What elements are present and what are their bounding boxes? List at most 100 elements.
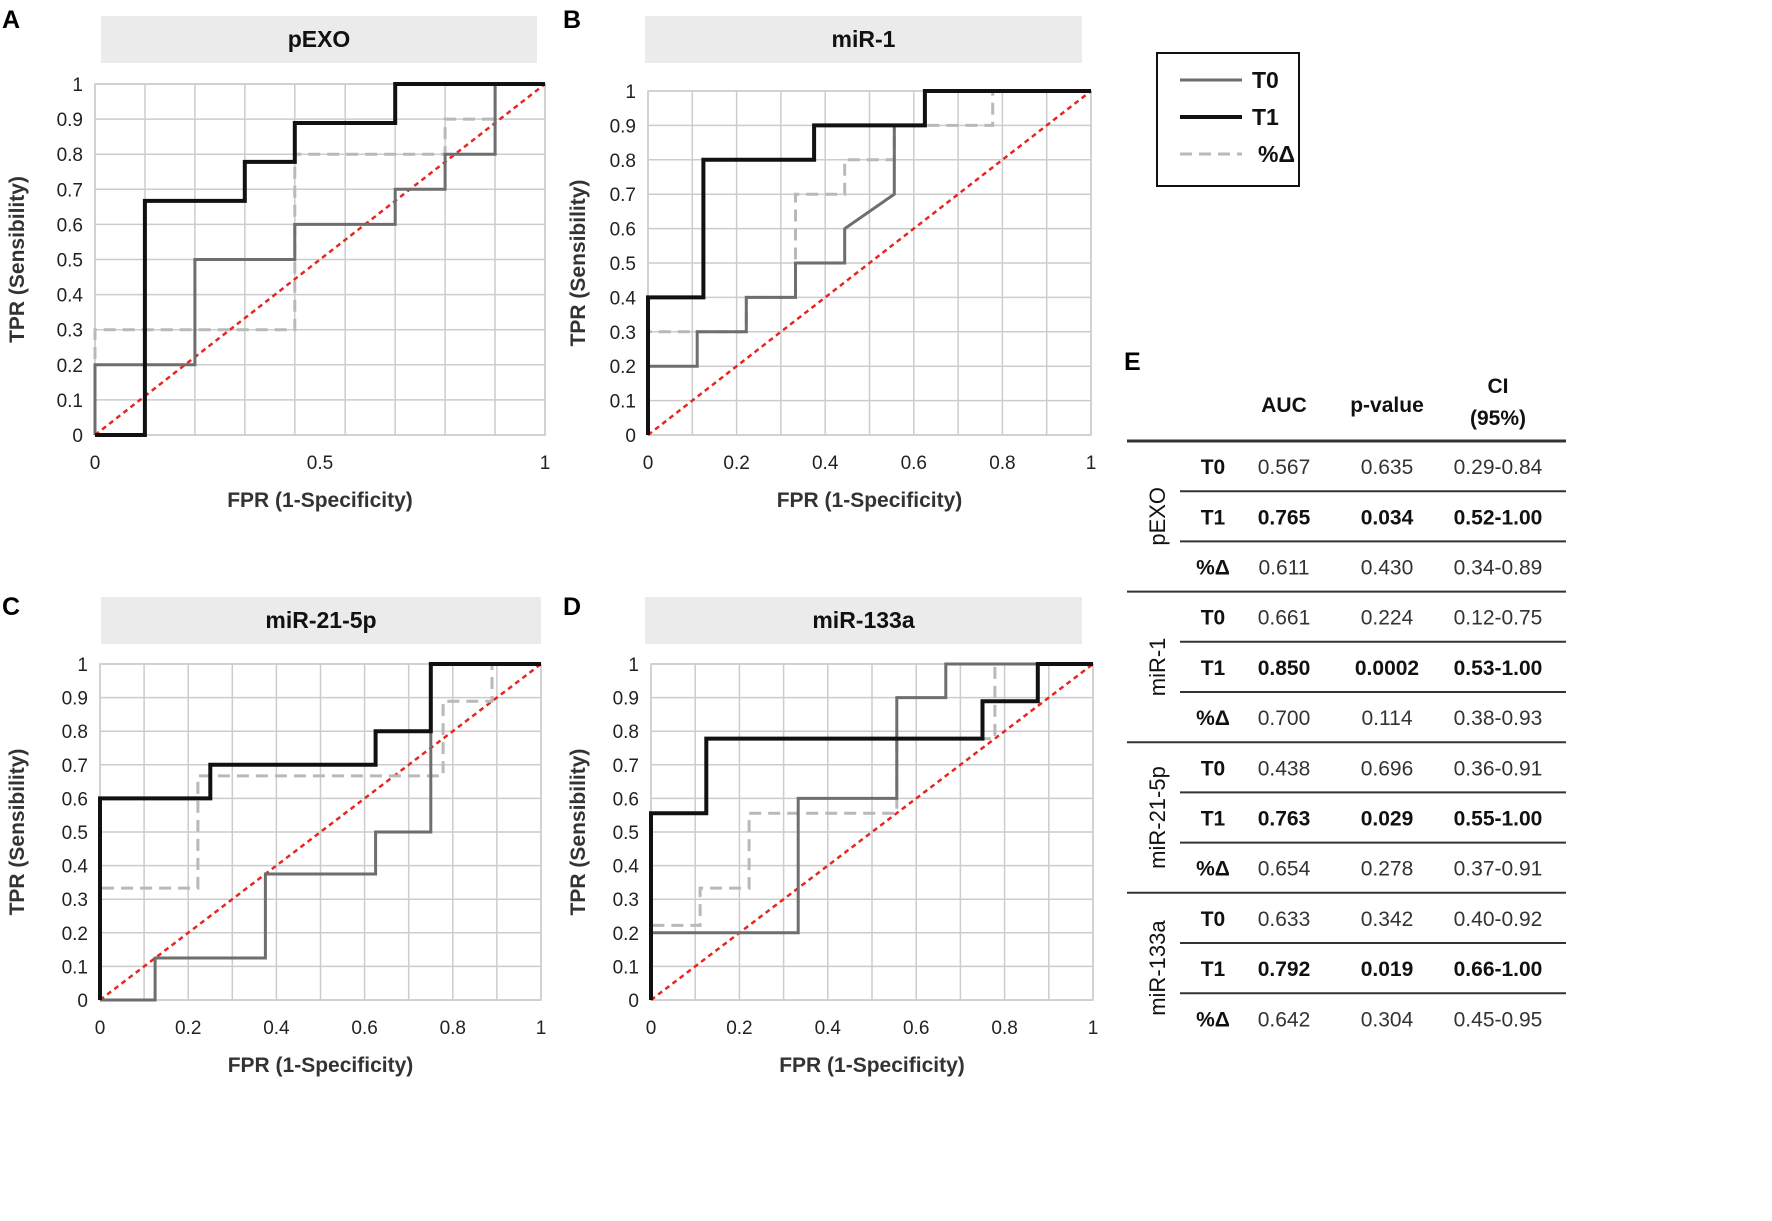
panel-letter: D bbox=[563, 593, 581, 621]
x-tick-label: 0 bbox=[643, 453, 654, 474]
cell-auc: 0.438 bbox=[1258, 757, 1311, 780]
series-line-diagonal bbox=[647, 90, 1092, 436]
y-tick-label: 0.2 bbox=[62, 924, 88, 945]
x-tick-label: 1 bbox=[1088, 1018, 1099, 1039]
y-tick-label: 0.4 bbox=[62, 857, 89, 878]
x-tick-label: 0.6 bbox=[903, 1018, 929, 1039]
y-axis-title: TPR (Sensibility) bbox=[567, 180, 590, 347]
y-axis-title: TPR (Sensibility) bbox=[6, 176, 29, 343]
y-tick-label: 0.9 bbox=[610, 116, 636, 137]
series-line-t1 bbox=[98, 662, 541, 1000]
cell-p-value: 0.034 bbox=[1361, 506, 1414, 529]
cell-p-value: 0.019 bbox=[1361, 958, 1414, 981]
y-tick-label: 0.1 bbox=[62, 957, 88, 978]
row-label: T1 bbox=[1201, 958, 1226, 981]
x-tick-label: 0.6 bbox=[351, 1018, 377, 1039]
cell-ci: 0.55-1.00 bbox=[1454, 808, 1543, 831]
y-axis-title: TPR (Sensibility) bbox=[6, 749, 29, 916]
cell-ci: 0.36-0.91 bbox=[1454, 757, 1543, 780]
x-axis-title: FPR (1-Specificity) bbox=[779, 1054, 965, 1077]
x-tick-label: 0 bbox=[646, 1018, 657, 1039]
row-label: T1 bbox=[1201, 506, 1226, 529]
y-tick-label: 1 bbox=[625, 82, 636, 103]
y-tick-label: 0 bbox=[72, 426, 83, 447]
x-axis-title: FPR (1-Specificity) bbox=[227, 489, 413, 512]
row-label: %Δ bbox=[1196, 707, 1230, 730]
y-tick-label: 0.5 bbox=[62, 823, 88, 844]
legend: T0 T1 %Δ bbox=[1156, 52, 1300, 187]
legend-label-t1: T1 bbox=[1252, 104, 1279, 130]
cell-auc: 0.661 bbox=[1258, 607, 1311, 630]
cell-auc: 0.765 bbox=[1258, 506, 1311, 529]
row-label: T1 bbox=[1201, 657, 1226, 680]
cell-p-value: 0.114 bbox=[1362, 707, 1413, 730]
legend-box bbox=[1156, 52, 1300, 187]
y-tick-label: 0.5 bbox=[57, 251, 83, 272]
y-tick-label: 0.1 bbox=[57, 391, 83, 412]
cell-auc: 0.654 bbox=[1258, 858, 1311, 881]
row-label: T0 bbox=[1201, 908, 1226, 931]
x-tick-label: 0.2 bbox=[726, 1018, 752, 1039]
cell-p-value: 0.304 bbox=[1361, 1008, 1414, 1031]
cell-ci: 0.37-0.91 bbox=[1454, 858, 1543, 881]
x-tick-label: 0.8 bbox=[991, 1018, 1017, 1039]
y-tick-label: 0.6 bbox=[610, 220, 636, 241]
y-tick-label: 0.6 bbox=[57, 215, 83, 236]
series-line-pct bbox=[649, 662, 1093, 1000]
x-tick-label: 0.2 bbox=[723, 453, 749, 474]
cell-ci: 0.38-0.93 bbox=[1454, 707, 1543, 730]
column-header-auc: AUC bbox=[1261, 394, 1307, 417]
x-tick-label: 0.4 bbox=[812, 453, 839, 474]
title-bar bbox=[645, 597, 1082, 644]
cell-ci: 0.29-0.84 bbox=[1454, 456, 1543, 479]
y-tick-label: 0.5 bbox=[613, 823, 639, 844]
x-tick-label: 1 bbox=[1086, 453, 1097, 474]
panel-letter: C bbox=[2, 593, 20, 621]
row-label: %Δ bbox=[1196, 1008, 1230, 1031]
x-tick-label: 1 bbox=[540, 453, 551, 474]
title-bar bbox=[101, 16, 537, 63]
cell-auc: 0.567 bbox=[1258, 456, 1311, 479]
cell-p-value: 0.635 bbox=[1361, 456, 1414, 479]
group-label: miR-21-5p bbox=[1145, 766, 1170, 869]
row-label: T0 bbox=[1201, 757, 1226, 780]
chart-title: pEXO bbox=[288, 26, 351, 52]
x-tick-label: 0.4 bbox=[263, 1018, 290, 1039]
x-tick-label: 0 bbox=[90, 453, 101, 474]
series-line-t1 bbox=[646, 89, 1091, 435]
column-header-p-value: p-value bbox=[1350, 394, 1424, 417]
cell-ci: 0.52-1.00 bbox=[1454, 506, 1543, 529]
y-tick-label: 0.2 bbox=[613, 924, 639, 945]
legend-label-pct: %Δ bbox=[1258, 141, 1295, 167]
y-tick-label: 0.9 bbox=[613, 689, 639, 710]
y-tick-label: 0.8 bbox=[62, 722, 88, 743]
chart-title: miR-1 bbox=[832, 26, 896, 52]
series-line-diagonal bbox=[99, 663, 542, 1001]
x-tick-label: 0.5 bbox=[307, 453, 333, 474]
series-line-t0 bbox=[649, 662, 1093, 1000]
row-label: %Δ bbox=[1196, 858, 1230, 881]
cell-ci: 0.66-1.00 bbox=[1454, 958, 1543, 981]
row-label: T0 bbox=[1201, 456, 1226, 479]
series-line-t1 bbox=[95, 82, 545, 437]
cell-p-value: 0.696 bbox=[1361, 757, 1414, 780]
y-tick-label: 0.3 bbox=[62, 890, 88, 911]
cell-auc: 0.850 bbox=[1258, 657, 1311, 680]
title-bar bbox=[101, 597, 541, 644]
y-tick-label: 0 bbox=[625, 426, 636, 447]
y-tick-label: 1 bbox=[72, 75, 83, 96]
x-axis-title: FPR (1-Specificity) bbox=[777, 489, 963, 512]
series-line-pct bbox=[98, 662, 541, 1000]
series-line-t0 bbox=[100, 662, 541, 1002]
column-header-ci: CI bbox=[1488, 375, 1509, 398]
cell-ci: 0.53-1.00 bbox=[1454, 657, 1543, 680]
group-label: miR-133a bbox=[1145, 920, 1170, 1016]
y-tick-label: 0.7 bbox=[57, 180, 83, 201]
y-tick-label: 0.9 bbox=[57, 110, 83, 131]
cell-ci: 0.12-0.75 bbox=[1454, 607, 1543, 630]
